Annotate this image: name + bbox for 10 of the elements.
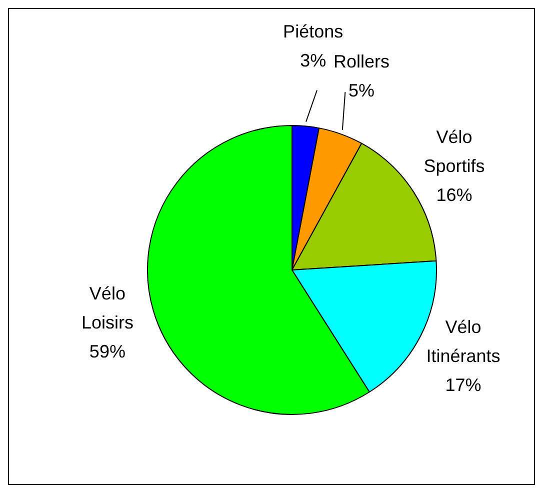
data-label: 59% bbox=[89, 342, 126, 362]
slice-label: Vélo Sportifs bbox=[424, 126, 485, 176]
slice-label: Vélo Itinérants bbox=[426, 317, 500, 366]
data-label: 3% bbox=[300, 50, 326, 70]
slice-label: Vélo Loisirs bbox=[81, 284, 134, 333]
slice-label: Rollers bbox=[334, 51, 390, 72]
data-label: 16% bbox=[436, 184, 472, 205]
slice-label: Piétons bbox=[283, 21, 344, 42]
data-label: 5% bbox=[348, 80, 375, 100]
data-label: 17% bbox=[445, 375, 482, 396]
